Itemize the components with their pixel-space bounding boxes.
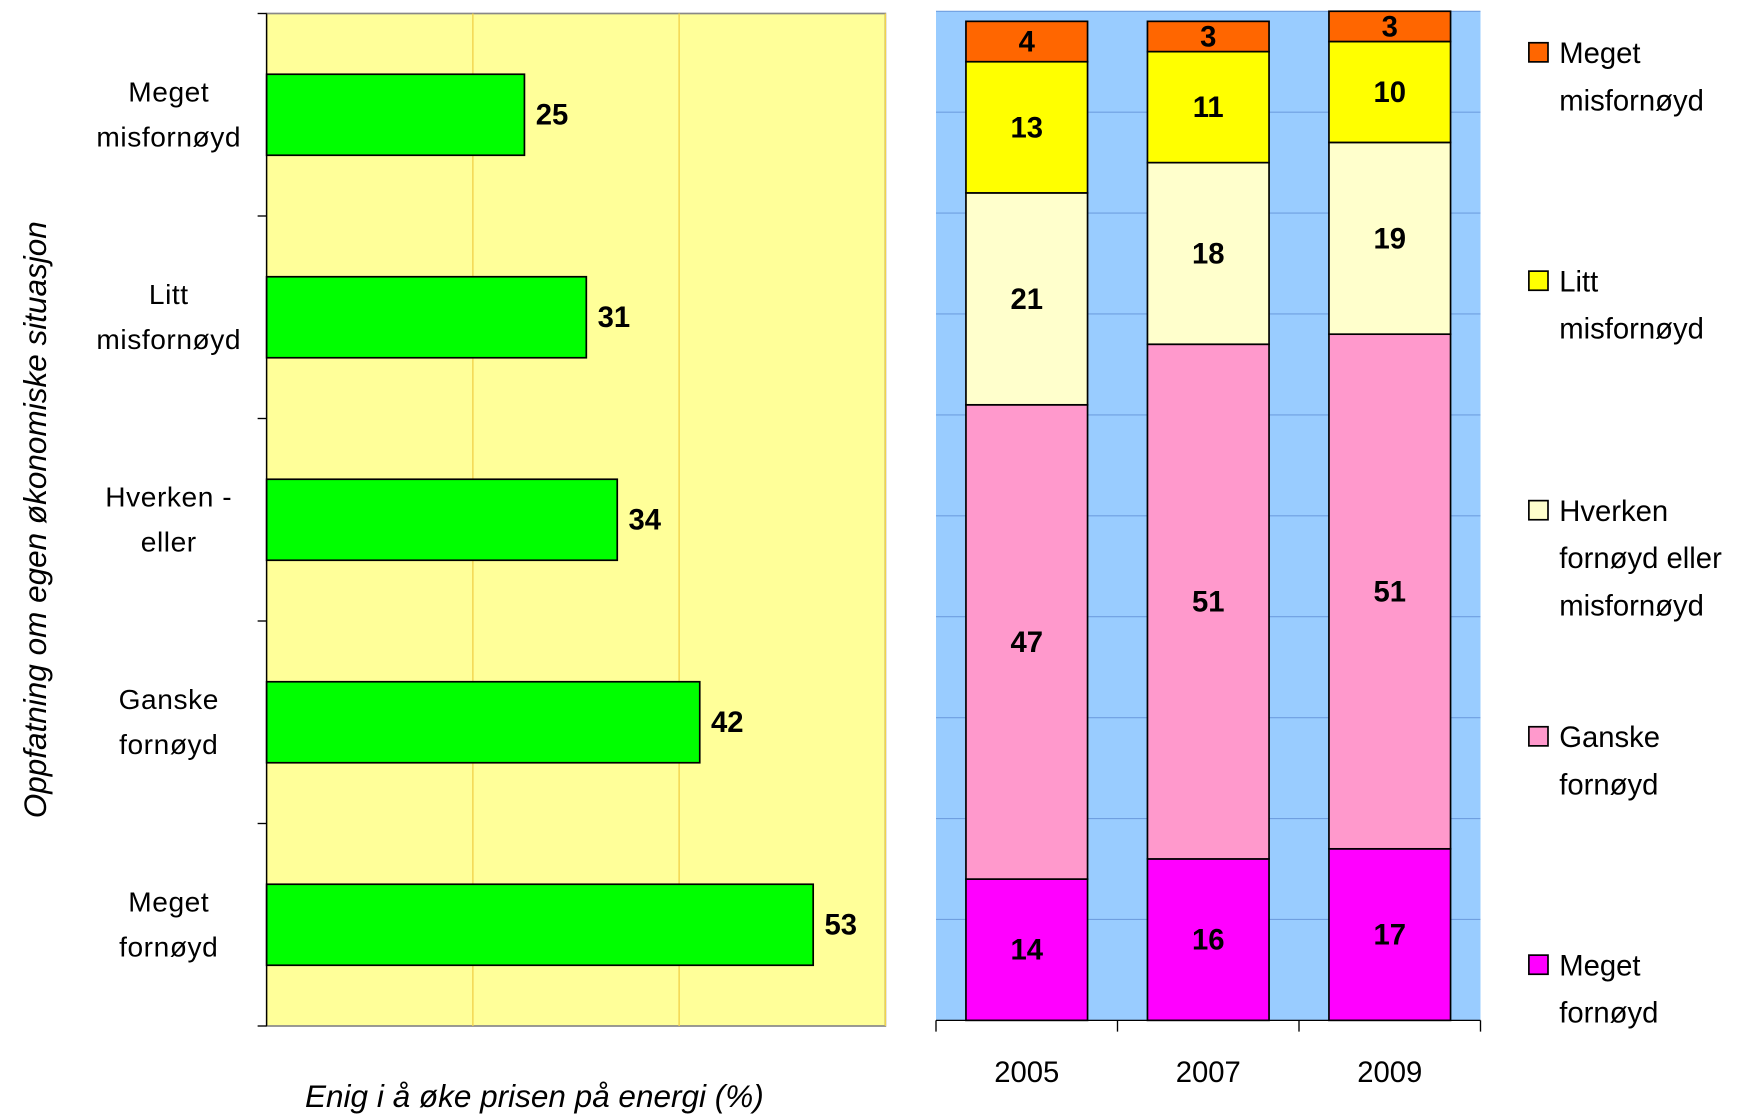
legend-label: Litt misfornøyd bbox=[1559, 264, 1704, 346]
legend-label: Ganske fornøyd bbox=[1559, 720, 1661, 801]
value-label: 18 bbox=[1192, 238, 1225, 270]
bar bbox=[265, 680, 701, 764]
x-axis-label: Enig i å øke prisen på energi (%) bbox=[305, 1078, 764, 1114]
value-label: 51 bbox=[1373, 576, 1406, 608]
bar bbox=[265, 73, 526, 157]
bar-segment bbox=[1146, 343, 1270, 860]
bar bbox=[265, 478, 619, 562]
value-label: 31 bbox=[598, 302, 631, 334]
bar-segment bbox=[965, 20, 1089, 63]
category-label: Litt misfornøyd bbox=[96, 279, 242, 356]
value-label: 42 bbox=[711, 707, 744, 739]
x-tick-label: 2007 bbox=[1176, 1057, 1241, 1089]
value-label: 25 bbox=[536, 100, 569, 132]
bar-segment bbox=[1328, 141, 1452, 336]
y-axis-label: Oppfatning om egen økonomiske situasjon bbox=[18, 221, 53, 819]
category-label: Hverken - eller bbox=[105, 481, 233, 559]
value-label: 51 bbox=[1192, 587, 1225, 619]
value-label: 16 bbox=[1192, 925, 1225, 957]
category-label: Meget fornøyd bbox=[119, 886, 219, 964]
bar-segment bbox=[965, 60, 1089, 194]
value-label: 21 bbox=[1010, 284, 1043, 316]
value-label: 17 bbox=[1373, 920, 1406, 952]
category-label: Meget misfornøyd bbox=[96, 76, 242, 154]
x-tick-label: 2005 bbox=[994, 1057, 1059, 1089]
bar-segment bbox=[1328, 333, 1452, 850]
bar-segment bbox=[965, 878, 1089, 1022]
legend-swatch bbox=[1528, 954, 1549, 976]
x-tick-label: 2009 bbox=[1357, 1057, 1422, 1089]
value-label: 13 bbox=[1010, 112, 1043, 144]
value-label: 47 bbox=[1010, 627, 1043, 659]
legend-swatch bbox=[1528, 499, 1549, 521]
value-label: 3 bbox=[1382, 11, 1398, 43]
bar bbox=[265, 883, 815, 967]
bar bbox=[265, 275, 588, 359]
legend-label: Hverken fornøyd eller misfornøyd bbox=[1559, 493, 1722, 623]
bar-segment bbox=[1328, 847, 1452, 1022]
bar-segment bbox=[1328, 40, 1452, 144]
legend-swatch bbox=[1528, 725, 1549, 747]
bar-segment bbox=[1146, 50, 1270, 164]
bar-segment bbox=[965, 403, 1089, 880]
value-label: 3 bbox=[1200, 21, 1216, 53]
value-label: 10 bbox=[1373, 77, 1406, 109]
legend-swatch bbox=[1528, 270, 1549, 292]
bar-segment bbox=[1146, 20, 1270, 53]
legend-label: Meget fornøyd bbox=[1559, 948, 1659, 1030]
legend-swatch bbox=[1528, 41, 1549, 63]
value-label: 14 bbox=[1010, 935, 1043, 967]
bar-segment bbox=[1328, 10, 1452, 43]
bar-segment bbox=[1146, 161, 1270, 346]
category-label: Ganske fornøyd bbox=[118, 684, 219, 761]
value-label: 4 bbox=[1019, 27, 1036, 59]
bar-segment bbox=[1146, 858, 1270, 1022]
value-label: 11 bbox=[1193, 92, 1224, 124]
value-label: 19 bbox=[1373, 223, 1406, 255]
legend-label: Meget misfornøyd bbox=[1559, 36, 1704, 117]
value-label: 53 bbox=[824, 910, 857, 942]
value-label: 34 bbox=[629, 505, 662, 537]
